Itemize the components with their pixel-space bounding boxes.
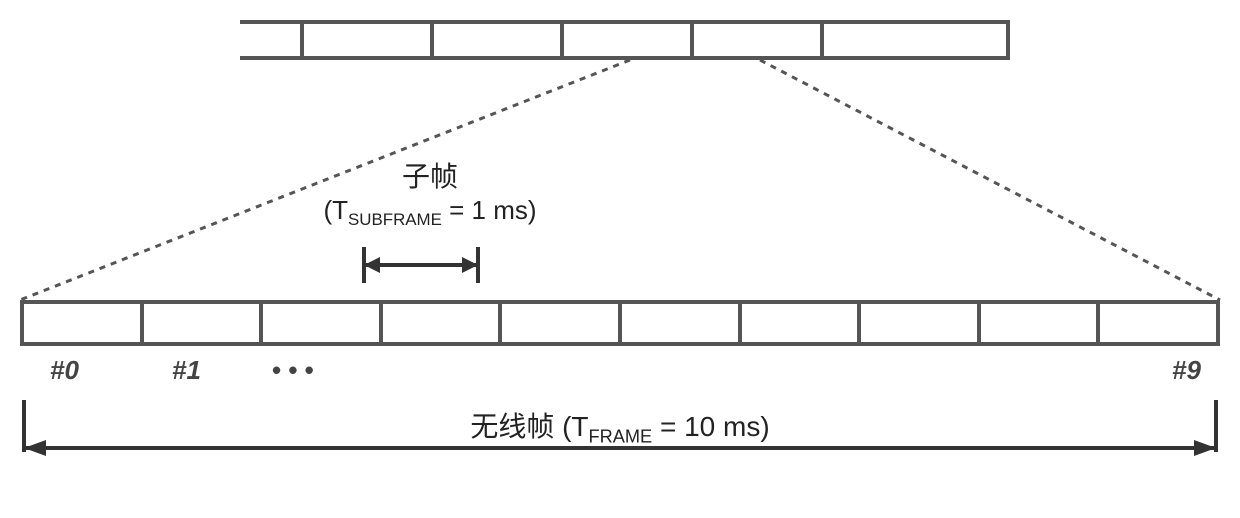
subframe-label-line2: (TSUBFRAME = 1 ms): [270, 195, 590, 230]
subframe-index-ellipsis: • • •: [272, 355, 314, 386]
parent-cell: [300, 20, 430, 60]
parent-cell: [820, 20, 950, 60]
subframe-cell: [618, 300, 738, 346]
subframe-cell: [498, 300, 618, 346]
parent-cell-open-right: [950, 20, 1010, 60]
subframe-index-0: #0: [50, 355, 79, 386]
subframe-cell: [20, 300, 140, 346]
parent-frame-strip: [240, 20, 1010, 60]
parent-cell: [430, 20, 560, 60]
subframe-index-1: #1: [172, 355, 201, 386]
parent-cell-open-left: [240, 20, 300, 60]
frame-label: 无线帧 (TFRAME = 10 ms): [20, 405, 1220, 448]
subframe-cell: [379, 300, 499, 346]
subframe-index-9: #9: [1172, 355, 1201, 386]
subframe-cell: [738, 300, 858, 346]
subframe-label-line1: 子帧: [270, 155, 590, 195]
subframe-cell: [259, 300, 379, 346]
subframe-cell: [977, 300, 1097, 346]
subframe-cell: [140, 300, 260, 346]
frame-structure-diagram: 子帧 (TSUBFRAME = 1 ms) #0 #1 • • • #9: [0, 10, 1240, 510]
radio-frame-strip: [20, 300, 1220, 346]
subframe-span-arrow: [360, 245, 482, 285]
subframe-cell: [857, 300, 977, 346]
zoom-lines: [0, 60, 1240, 300]
subframe-label: 子帧 (TSUBFRAME = 1 ms): [270, 155, 590, 230]
parent-cell: [560, 20, 690, 60]
parent-cell: [690, 20, 820, 60]
subframe-cell: [1096, 300, 1220, 346]
